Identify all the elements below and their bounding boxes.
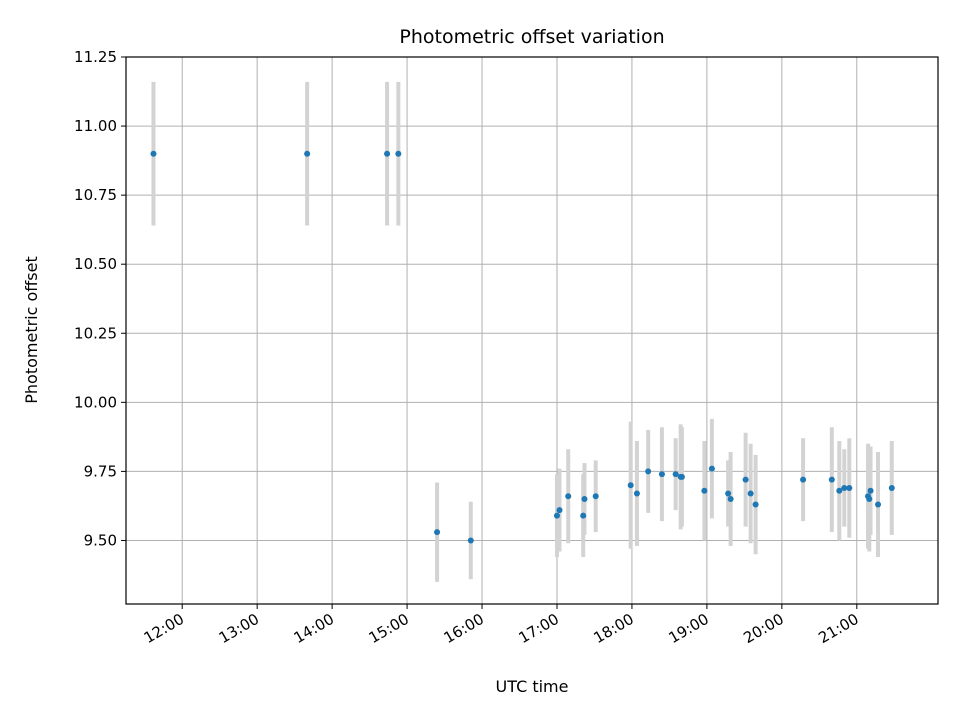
data-point	[633, 490, 640, 497]
data-point	[828, 476, 835, 483]
y-axis: 9.50 9.75 10.00 10.25 10.50 10.75 11.00 11.25	[74, 48, 126, 549]
data-point	[846, 484, 853, 491]
data-point	[592, 493, 599, 500]
data-point	[565, 493, 572, 500]
y-axis-title: Photometric offset	[22, 256, 41, 404]
y-tick-label: 10.25	[74, 324, 117, 342]
data-point	[627, 482, 634, 489]
data-point	[701, 487, 708, 494]
data-point	[747, 490, 754, 497]
data-point	[304, 150, 311, 157]
data-point	[752, 501, 759, 508]
data-point	[658, 471, 665, 478]
x-axis-title: UTC time	[496, 677, 569, 696]
y-tick-label: 10.00	[74, 393, 117, 411]
data-point	[727, 496, 734, 503]
data-point	[841, 484, 848, 491]
data-point	[645, 468, 652, 475]
data-point	[580, 512, 587, 519]
data-point	[395, 150, 402, 157]
data-point	[581, 496, 588, 503]
data-point	[866, 496, 873, 503]
y-tick-label: 11.00	[74, 117, 117, 135]
y-tick-label: 10.50	[74, 255, 117, 273]
data-point	[725, 490, 732, 497]
data-point	[867, 487, 874, 494]
y-tick-label: 9.75	[84, 462, 117, 480]
data-points	[150, 150, 895, 544]
data-point	[384, 150, 391, 157]
data-point	[150, 150, 157, 157]
y-tick-label: 10.75	[74, 186, 117, 204]
data-point	[434, 529, 441, 536]
data-point	[836, 487, 843, 494]
data-point	[672, 471, 679, 478]
data-point	[467, 537, 474, 544]
data-point	[553, 512, 560, 519]
chart-title: Photometric offset variation	[399, 26, 664, 48]
plot-frame	[125, 56, 939, 605]
data-point	[556, 507, 563, 514]
data-point	[800, 476, 807, 483]
data-point	[742, 476, 749, 483]
data-point	[875, 501, 882, 508]
data-point	[708, 465, 715, 472]
y-tick-label: 9.50	[84, 531, 117, 549]
y-tick-label: 11.25	[74, 48, 117, 66]
data-point	[678, 473, 685, 480]
data-point	[888, 484, 895, 491]
